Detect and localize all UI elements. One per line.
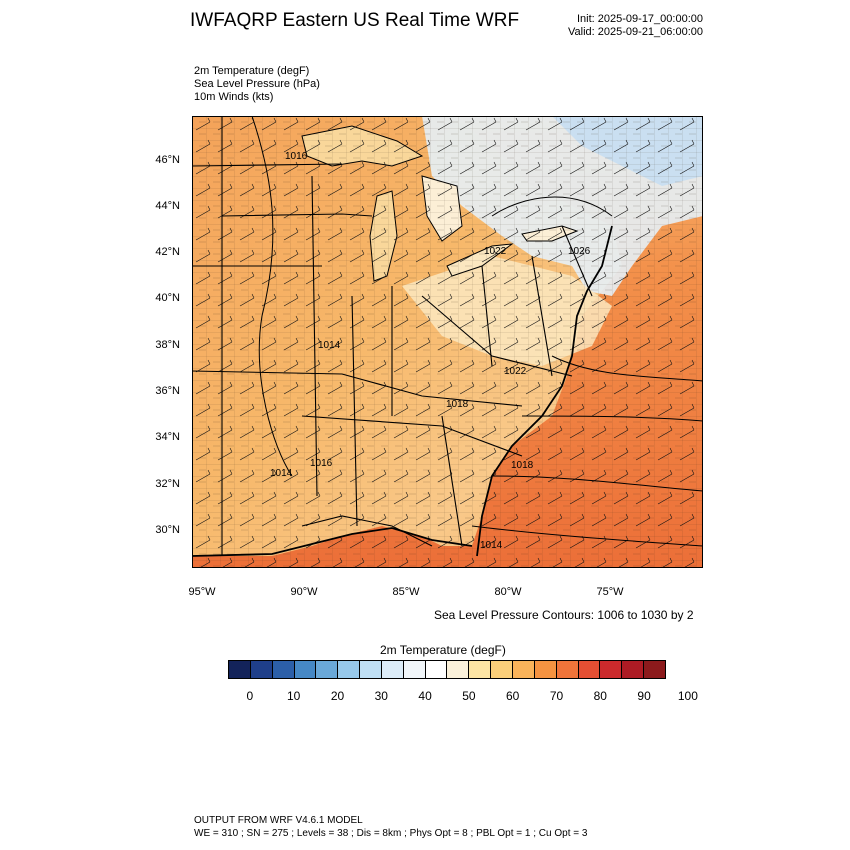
lat-label: 32°N [155,478,180,490]
model-info: OUTPUT FROM WRF V4.6.1 MODEL [194,815,363,826]
pressure-label: 1022 [484,246,507,257]
colorbar-swatch [294,661,317,678]
coastline [192,225,613,557]
field-label-temperature: 2m Temperature (degF) [194,65,310,77]
plot-title: IWFAQRP Eastern US Real Time WRF [190,10,520,31]
colorbar-swatch [272,661,295,678]
colorbar-swatch [316,661,339,678]
valid-time: Valid: 2025-09-21_06:00:00 [568,26,703,38]
field-label-winds: 10m Winds (kts) [194,91,274,103]
colorbar-tick-label: 10 [287,689,301,703]
colorbar-swatch [622,661,645,678]
weather-map: 1016 1022 1026 1014 1022 1018 1016 1018 … [192,116,703,568]
colorbar-swatch [491,661,513,678]
field-label-pressure: Sea Level Pressure (hPa) [194,78,320,90]
colorbar-swatch [338,661,361,678]
colorbar-tick-label: 90 [637,689,651,703]
map-frame [192,116,703,568]
pressure-label: 1018 [446,399,469,410]
init-valid-times: Init: 2025-09-17_00:00:00 Valid: 2025-09… [568,13,703,39]
model-options: WE = 310 ; SN = 275 ; Levels = 38 ; Dis … [194,828,588,839]
lat-label: 42°N [155,246,180,258]
lon-label: 95°W [188,586,216,598]
colorbar-swatch [556,661,579,678]
colorbar-tick-label: 0 [246,689,254,703]
colorbar-swatch [360,661,382,678]
pressure-labels: 1016 1022 1026 1014 1022 1018 1016 1018 … [270,151,591,551]
colorbar-swatch [447,661,470,678]
colorbar-swatch [403,661,426,678]
colorbar-title: 2m Temperature (degF) [380,643,506,657]
pressure-label: 1014 [480,540,503,551]
lat-label: 46°N [155,154,180,166]
pressure-label: 1018 [511,460,534,471]
lat-label: 38°N [155,339,180,351]
pressure-label: 1026 [568,246,591,257]
colorbar-swatch [425,661,448,678]
colorbar-swatch [229,661,251,678]
lon-label: 80°W [494,586,522,598]
isobars [251,116,703,547]
colorbar-tick-label: 60 [506,689,520,703]
lon-label: 85°W [392,586,420,598]
colorbar-tick-label: 80 [593,689,607,703]
pressure-label: 1022 [504,366,527,377]
state-boundaries [192,116,593,556]
lat-label: 40°N [155,292,180,304]
colorbar [228,660,666,679]
colorbar-swatch [578,661,601,678]
pressure-label: 1016 [310,458,333,469]
lon-label: 90°W [290,586,318,598]
wind-barbs [192,116,703,568]
pressure-label: 1014 [270,468,293,479]
lat-label: 44°N [155,200,180,212]
colorbar-tick-label: 100 [677,689,698,703]
colorbar-swatch [534,661,557,678]
colorbar-tick-label: 40 [418,689,432,703]
contour-note: Sea Level Pressure Contours: 1006 to 103… [434,608,694,622]
colorbar-swatch [644,661,665,678]
colorbar-tick-label: 20 [330,689,345,703]
lat-label: 30°N [155,524,180,536]
pressure-label: 1016 [285,151,308,162]
colorbar-tick-label: 70 [549,689,564,703]
pressure-label: 1014 [318,340,341,351]
lon-label: 75°W [596,586,624,598]
lat-label: 34°N [155,431,180,443]
colorbar-swatch [600,661,623,678]
lat-label: 36°N [155,385,180,397]
colorbar-swatch [469,661,492,678]
colorbar-swatch [512,661,535,678]
colorbar-tick-label: 30 [374,689,388,703]
colorbar-tick-label: 50 [462,689,476,703]
colorbar-swatch [250,661,273,678]
colorbar-swatch [381,661,404,678]
init-time: Init: 2025-09-17_00:00:00 [577,13,703,25]
